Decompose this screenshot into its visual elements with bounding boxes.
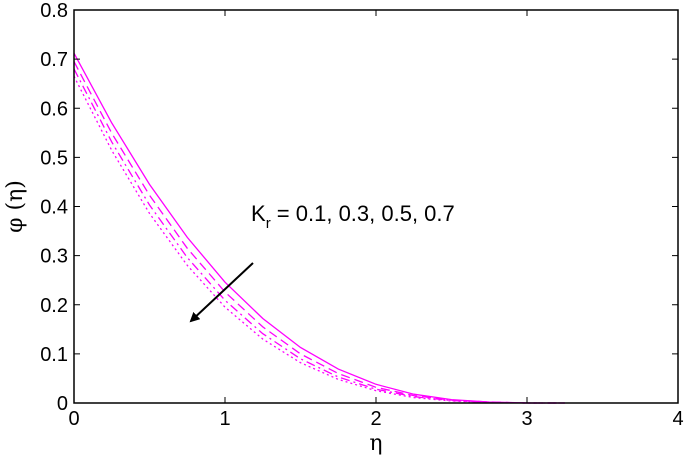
x-tick-label: 4 (672, 408, 683, 430)
series-line-2 (73, 61, 565, 404)
annotation-values: = 0.1, 0.3, 0.5, 0.7 (271, 201, 455, 226)
y-tick-label: 0.4 (40, 197, 68, 219)
series-line-3 (73, 68, 565, 404)
annotation: Kr = 0.1, 0.3, 0.5, 0.7 (189, 201, 455, 323)
x-tick-label: 3 (521, 408, 532, 430)
annotation-main: K (251, 201, 266, 226)
x-axis-label: η (369, 431, 382, 456)
x-tick-label: 1 (219, 408, 230, 430)
y-tick-label: 0.3 (40, 246, 68, 268)
y-tick-label: 0.6 (40, 98, 68, 120)
y-tick-label: 0.1 (40, 344, 68, 366)
y-tick-label: 0.2 (40, 295, 68, 317)
series-line-4 (73, 76, 565, 404)
annotation-arrow (189, 262, 254, 323)
ticks-layer: 0 1 2 3 4 0 0.1 0.2 0.3 0.4 0.5 0.6 0.7 0.8 (40, 0, 683, 430)
series-line-1 (73, 52, 565, 404)
y-axis-label: φ (η) (3, 180, 28, 233)
y-tick-label: 0.8 (40, 0, 68, 22)
y-tick-label: 0 (57, 393, 68, 415)
annotation-label: Kr = 0.1, 0.3, 0.5, 0.7 (251, 201, 455, 232)
annotation-subscript: r (266, 215, 271, 232)
y-tick-label: 0.5 (40, 147, 68, 169)
x-tick-label: 2 (370, 408, 381, 430)
y-tick-label: 0.7 (40, 49, 68, 71)
x-tick-label: 0 (68, 408, 79, 430)
series-layer (73, 52, 565, 404)
